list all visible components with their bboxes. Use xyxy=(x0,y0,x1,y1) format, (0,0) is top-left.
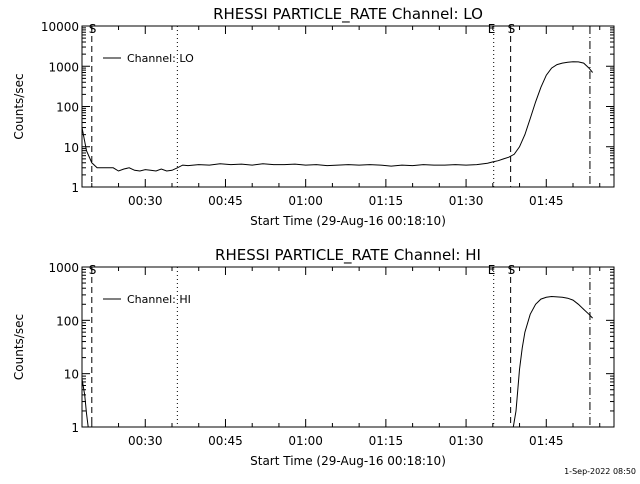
chart-title: RHESSI PARTICLE_RATE Channel: LO xyxy=(213,5,483,24)
timestamp: 1-Sep-2022 08:50 xyxy=(564,467,636,476)
x-tick-label: 00:30 xyxy=(128,434,163,448)
legend-label: Channel: LO xyxy=(127,52,194,65)
series-line xyxy=(512,295,593,428)
plot-frame xyxy=(81,266,615,428)
x-axis-label: Start Time (29-Aug-16 00:18:10) xyxy=(250,454,446,468)
y-tick-label: 100 xyxy=(56,101,79,115)
event-marker-label: S xyxy=(508,263,516,277)
event-marker-label: S xyxy=(89,22,97,36)
event-marker-label: E xyxy=(488,263,496,277)
x-tick-label: 00:30 xyxy=(128,194,163,208)
x-axis-label: Start Time (29-Aug-16 00:18:10) xyxy=(250,214,446,228)
y-tick-label: 1 xyxy=(71,421,79,435)
series-line xyxy=(81,378,89,428)
x-tick-label: 01:45 xyxy=(529,434,564,448)
x-tick-label: 00:45 xyxy=(208,434,243,448)
event-marker-label: S xyxy=(89,263,97,277)
x-tick-label: 01:15 xyxy=(369,194,404,208)
chart-title: RHESSI PARTICLE_RATE Channel: HI xyxy=(215,246,481,265)
event-marker-label: E xyxy=(488,22,496,36)
x-tick-label: 01:00 xyxy=(288,434,323,448)
y-tick-label: 1000 xyxy=(48,60,79,74)
y-axis-label: Counts/sec xyxy=(12,73,26,139)
y-tick-label: 10000 xyxy=(41,20,79,34)
series-line xyxy=(81,61,593,172)
y-axis-label: Counts/sec xyxy=(12,314,26,380)
y-tick-label: 100 xyxy=(56,314,79,328)
x-tick-label: 00:45 xyxy=(208,194,243,208)
x-tick-label: 01:15 xyxy=(369,434,404,448)
x-tick-label: 01:30 xyxy=(449,434,484,448)
legend-label: Channel: HI xyxy=(127,293,191,306)
x-tick-label: 01:45 xyxy=(529,194,564,208)
event-marker-label: S xyxy=(508,22,516,36)
y-tick-label: 1000 xyxy=(48,261,79,275)
y-tick-label: 1 xyxy=(71,181,79,195)
y-tick-label: 10 xyxy=(64,368,79,382)
x-tick-label: 01:30 xyxy=(449,194,484,208)
x-tick-label: 01:00 xyxy=(288,194,323,208)
y-tick-label: 10 xyxy=(64,141,79,155)
